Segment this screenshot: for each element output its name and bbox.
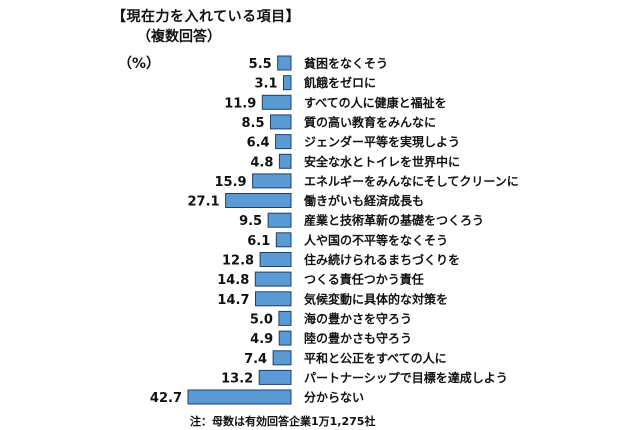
value-label: 14.8 xyxy=(217,273,249,288)
value-label: 15.9 xyxy=(215,175,247,190)
value-label: 42.7 xyxy=(150,391,182,406)
bar xyxy=(278,153,292,169)
bar xyxy=(225,193,292,208)
value-label: 12.8 xyxy=(222,254,254,269)
category-label: 海の豊かさを守ろう xyxy=(304,311,412,326)
bar xyxy=(261,94,292,110)
value-label: 27.1 xyxy=(188,195,220,210)
category-label: パートナーシップで目標を達成しよう xyxy=(304,370,508,385)
value-label: 7.4 xyxy=(244,352,267,367)
bar xyxy=(255,291,292,307)
value-label: 5.5 xyxy=(249,57,272,72)
bar xyxy=(278,330,292,346)
category-label: 飢餓をゼロに xyxy=(303,75,376,90)
value-label: 5.0 xyxy=(250,312,273,327)
bar xyxy=(267,212,292,228)
category-label: 分からない xyxy=(304,390,364,405)
value-label: 9.5 xyxy=(239,214,262,229)
category-label: すべての人に健康と福祉を xyxy=(304,95,447,110)
bar xyxy=(277,55,292,71)
category-label: 人や国の不平等をなくそう xyxy=(304,232,448,247)
category-label: 働きがいも経済成長も xyxy=(303,193,424,208)
bar xyxy=(187,389,292,405)
category-label: 気候変動に具体的な対策を xyxy=(304,291,448,306)
bar xyxy=(252,173,292,189)
value-label: 8.5 xyxy=(241,116,264,131)
chart-subtitle: （複数回答） xyxy=(137,29,221,45)
category-label: エネルギーをみんなにそしてクリーンに xyxy=(304,173,519,188)
footnote: 注：母数は有効回答企業1万1,275社 xyxy=(190,415,376,428)
category-label: 住み続けられるまちづくりを xyxy=(304,252,460,267)
value-label: 6.4 xyxy=(247,136,270,151)
value-label: 14.7 xyxy=(217,293,249,308)
category-label: 陸の豊かさも守ろう xyxy=(304,331,412,346)
bar xyxy=(259,252,292,267)
value-label: 11.9 xyxy=(224,96,256,111)
value-label: 4.8 xyxy=(250,155,273,170)
bar xyxy=(254,271,292,287)
bar xyxy=(270,114,292,130)
value-label: 4.9 xyxy=(250,332,273,347)
category-label: 平和と公正をすべての人に xyxy=(304,350,447,365)
category-label: ジェンダー平等を実現しよう xyxy=(304,134,460,149)
category-label: 貧困をなくそう xyxy=(304,56,388,71)
category-label: 産業と技術革新の基礎をつくろう xyxy=(304,213,484,228)
value-label: 6.1 xyxy=(247,234,270,249)
category-label: 質の高い教育をみんなに xyxy=(304,114,436,129)
chart-title: 【現在力を入れている項目】 xyxy=(112,9,301,25)
value-label: 13.2 xyxy=(221,371,253,386)
bar xyxy=(283,75,292,91)
category-label: 安全な水とトイレを世界中に xyxy=(304,154,460,169)
bar xyxy=(275,232,292,248)
category-label: つくる責任つかう責任 xyxy=(304,272,424,287)
bar xyxy=(258,369,292,385)
bar xyxy=(272,350,292,366)
unit-label: （%） xyxy=(118,56,161,72)
bar xyxy=(275,134,292,150)
bar xyxy=(278,310,292,326)
value-label: 3.1 xyxy=(254,77,277,92)
